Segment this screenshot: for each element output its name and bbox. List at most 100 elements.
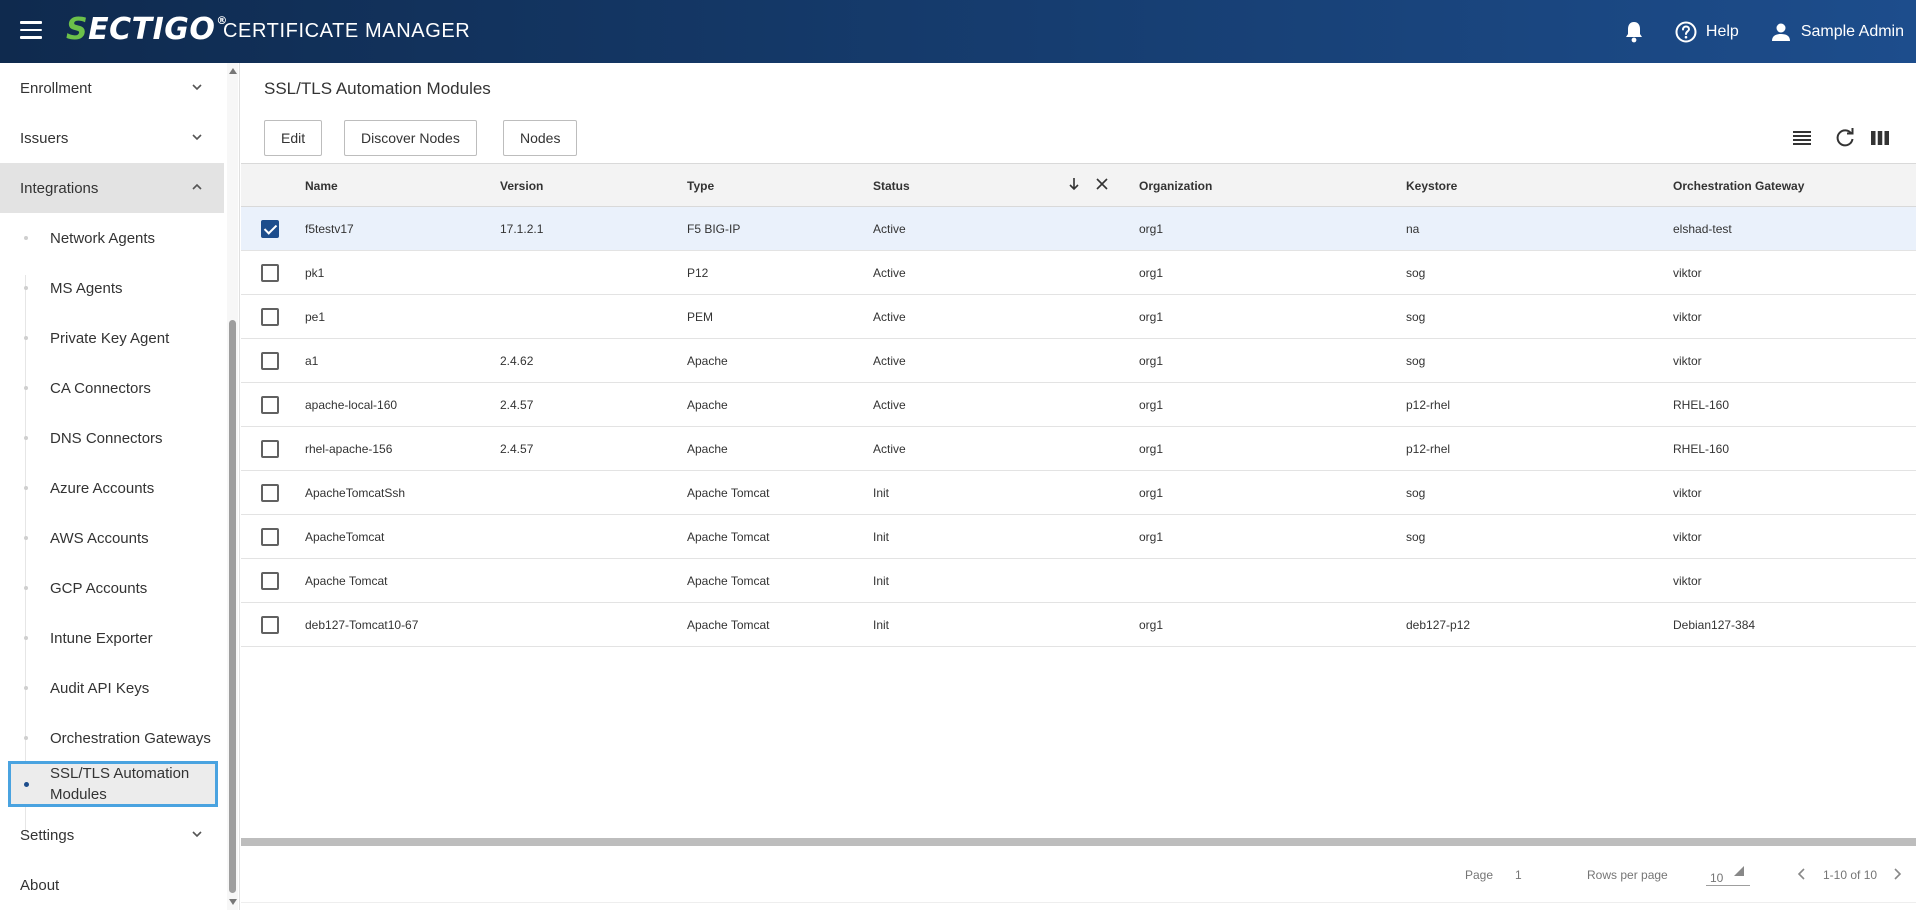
cell-type: P12 bbox=[687, 266, 709, 280]
cell-organization: org1 bbox=[1139, 530, 1164, 544]
sidebar-item-ssl-tls-automation-modules[interactable]: SSL/TLS Automation Modules bbox=[8, 761, 218, 807]
sidebar-item-enrollment[interactable]: Enrollment bbox=[0, 63, 224, 113]
cell-name: apache-local-160 bbox=[305, 398, 398, 412]
cell-type: PEM bbox=[687, 310, 714, 324]
row-checkbox[interactable] bbox=[261, 220, 279, 238]
cell-organization: org1 bbox=[1139, 354, 1164, 368]
refresh-icon[interactable] bbox=[1833, 126, 1857, 150]
clear-sort-icon[interactable] bbox=[1095, 176, 1109, 192]
column-header-status[interactable]: Status bbox=[873, 179, 910, 193]
previous-page-icon[interactable] bbox=[1794, 866, 1810, 882]
cell-orchestration-gateway: viktor bbox=[1673, 310, 1702, 324]
table-row[interactable]: pe1 PEM Active org1 sog viktor bbox=[241, 295, 1916, 339]
bell-icon[interactable] bbox=[1620, 18, 1648, 46]
sidebar-item-orchestration-gateways[interactable]: Orchestration Gateways bbox=[0, 713, 224, 763]
table-row[interactable]: f5testv17 17.1.2.1 F5 BIG-IP Active org1 na el… bbox=[241, 207, 1916, 251]
table-row[interactable]: ApacheTomcat Apache Tomcat Init org1 sog vikt… bbox=[241, 515, 1916, 559]
sidebar-item-ca-connectors[interactable]: CA Connectors bbox=[0, 363, 224, 413]
menu-icon[interactable] bbox=[20, 21, 42, 41]
app-title: CERTIFICATE MANAGER bbox=[223, 20, 471, 42]
sidebar-item-network-agents[interactable]: Network Agents bbox=[0, 213, 224, 263]
row-checkbox[interactable] bbox=[261, 484, 279, 502]
cell-orchestration-gateway: viktor bbox=[1673, 354, 1702, 368]
cell-name: ApacheTomcat bbox=[305, 530, 385, 544]
cell-keystore: deb127-p12 bbox=[1406, 618, 1471, 632]
column-header-name[interactable]: Name bbox=[305, 179, 338, 193]
scroll-up-arrow-icon[interactable] bbox=[229, 68, 237, 74]
page-title: SSL/TLS Automation Modules bbox=[264, 79, 491, 98]
row-checkbox[interactable] bbox=[261, 528, 279, 546]
cell-organization: org1 bbox=[1139, 486, 1164, 500]
column-header-type[interactable]: Type bbox=[687, 179, 715, 193]
cell-status: Active bbox=[873, 398, 906, 412]
row-checkbox[interactable] bbox=[261, 264, 279, 282]
next-page-icon[interactable] bbox=[1889, 866, 1905, 882]
column-header-orchestration-gateway[interactable]: Orchestration Gateway bbox=[1673, 179, 1805, 193]
cell-name: f5testv17 bbox=[305, 222, 354, 236]
sort-descending-icon[interactable] bbox=[1067, 176, 1081, 192]
cell-version: 17.1.2.1 bbox=[500, 222, 544, 236]
cell-type: Apache bbox=[687, 354, 728, 368]
table-row[interactable]: apache-local-160 2.4.57 Apache Active org1 p1… bbox=[241, 383, 1916, 427]
sidebar-item-label: Enrollment bbox=[20, 79, 92, 97]
cell-name: Apache Tomcat bbox=[305, 574, 388, 588]
row-checkbox[interactable] bbox=[261, 616, 279, 634]
sidebar-scroll-thumb[interactable] bbox=[229, 320, 236, 893]
sidebar-item-intune-exporter[interactable]: Intune Exporter bbox=[0, 613, 224, 663]
dropdown-icon bbox=[1734, 866, 1744, 876]
sidebar-item-integrations[interactable]: Integrations bbox=[0, 163, 224, 213]
cell-keystore: na bbox=[1406, 222, 1420, 236]
sidebar-item-dns-connectors[interactable]: DNS Connectors bbox=[0, 413, 224, 463]
cell-orchestration-gateway: viktor bbox=[1673, 486, 1702, 500]
cell-type: Apache bbox=[687, 398, 728, 412]
table-row[interactable]: deb127-Tomcat10-67 Apache Tomcat Init org1 d… bbox=[241, 603, 1916, 647]
cell-status: Init bbox=[873, 486, 890, 500]
rows-per-page-select[interactable]: 10 bbox=[1706, 860, 1750, 886]
table-footer: Page 1 Rows per page 10 1-10 of 10 bbox=[241, 846, 1916, 903]
table-row[interactable]: pk1 P12 Active org1 sog viktor bbox=[241, 251, 1916, 295]
user-menu[interactable]: Sample Admin bbox=[1767, 18, 1904, 46]
cell-status: Active bbox=[873, 266, 906, 280]
columns-icon[interactable] bbox=[1868, 126, 1892, 150]
user-icon bbox=[1767, 18, 1795, 46]
sidebar-item-about[interactable]: About bbox=[0, 860, 224, 910]
cell-status: Init bbox=[873, 530, 890, 544]
page-number[interactable]: 1 bbox=[1515, 868, 1522, 882]
column-header-keystore[interactable]: Keystore bbox=[1406, 179, 1458, 193]
sidebar-item-private-key-agent[interactable]: Private Key Agent bbox=[0, 313, 224, 363]
sidebar-item-settings[interactable]: Settings bbox=[0, 810, 224, 860]
help-label: Help bbox=[1705, 22, 1739, 40]
cell-orchestration-gateway: RHEL-160 bbox=[1673, 442, 1730, 456]
cell-status: Active bbox=[873, 354, 906, 368]
cell-orchestration-gateway: viktor bbox=[1673, 266, 1702, 280]
cell-keystore: sog bbox=[1406, 486, 1426, 500]
row-checkbox[interactable] bbox=[261, 352, 279, 370]
sidebar-item-gcp-accounts[interactable]: GCP Accounts bbox=[0, 563, 224, 613]
horizontal-scrollbar[interactable] bbox=[241, 838, 1916, 846]
scroll-down-arrow-icon[interactable] bbox=[229, 899, 237, 905]
column-header-organization[interactable]: Organization bbox=[1139, 179, 1213, 193]
table-row[interactable]: ApacheTomcatSsh Apache Tomcat Init org1 sog v… bbox=[241, 471, 1916, 515]
cell-type: Apache Tomcat bbox=[687, 574, 770, 588]
sidebar-item-azure-accounts[interactable]: Azure Accounts bbox=[0, 463, 224, 513]
edit-button[interactable]: Edit bbox=[264, 120, 323, 156]
discover-nodes-button[interactable]: Discover Nodes bbox=[344, 120, 477, 156]
column-header-version[interactable]: Version bbox=[500, 179, 544, 193]
table-row[interactable]: a1 2.4.62 Apache Active org1 sog viktor bbox=[241, 339, 1916, 383]
row-checkbox[interactable] bbox=[261, 308, 279, 326]
table-row[interactable]: Apache Tomcat Apache Tomcat Init viktor bbox=[241, 559, 1916, 603]
row-checkbox[interactable] bbox=[261, 440, 279, 458]
density-icon[interactable] bbox=[1790, 126, 1814, 150]
sidebar-item-aws-accounts[interactable]: AWS Accounts bbox=[0, 513, 224, 563]
table-row[interactable]: rhel-apache-156 2.4.57 Apache Active org1 p12… bbox=[241, 427, 1916, 471]
row-checkbox[interactable] bbox=[261, 396, 279, 414]
page-label: Page bbox=[1465, 868, 1494, 882]
sidebar-item-audit-api-keys[interactable]: Audit API Keys bbox=[0, 663, 224, 713]
row-checkbox[interactable] bbox=[261, 572, 279, 590]
nodes-button[interactable]: Nodes bbox=[503, 120, 578, 156]
sidebar-item-issuers[interactable]: Issuers bbox=[0, 113, 224, 163]
sidebar-item-ms-agents[interactable]: MS Agents bbox=[0, 263, 224, 313]
sectigo-logo: SECTIGO® bbox=[66, 12, 228, 47]
cell-keystore: sog bbox=[1406, 310, 1426, 324]
help-button[interactable]: Help bbox=[1672, 18, 1739, 46]
